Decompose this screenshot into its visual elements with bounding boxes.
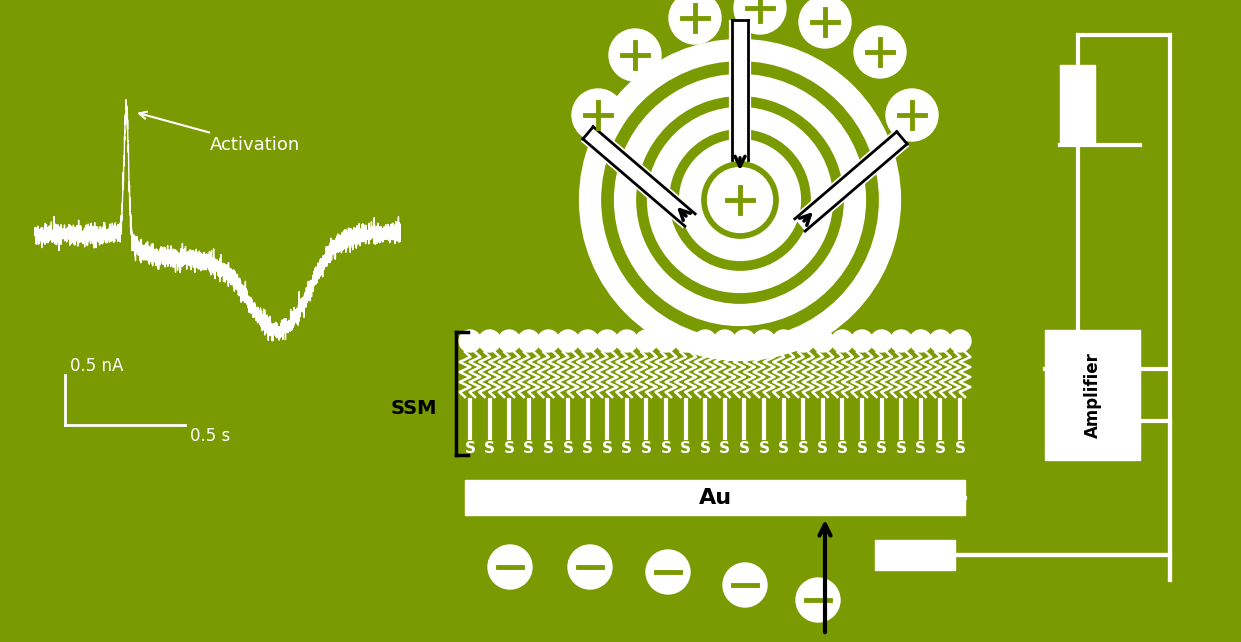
- Text: S: S: [660, 441, 671, 456]
- Circle shape: [792, 330, 814, 352]
- Text: S: S: [504, 441, 515, 456]
- Text: S: S: [622, 441, 633, 456]
- Circle shape: [753, 330, 774, 352]
- Text: S: S: [542, 441, 553, 456]
- Text: S: S: [720, 441, 730, 456]
- Circle shape: [568, 545, 612, 589]
- Text: 0.5 s: 0.5 s: [190, 427, 231, 445]
- Circle shape: [854, 26, 906, 78]
- Text: S: S: [836, 441, 848, 456]
- Circle shape: [557, 330, 580, 352]
- Circle shape: [733, 0, 786, 34]
- Circle shape: [831, 330, 854, 352]
- Text: Activation: Activation: [139, 112, 300, 154]
- Circle shape: [799, 0, 851, 48]
- Text: S: S: [700, 441, 711, 456]
- Bar: [465, 480, 965, 515]
- Text: S: S: [602, 441, 613, 456]
- Circle shape: [812, 330, 834, 352]
- Circle shape: [459, 330, 482, 352]
- Circle shape: [890, 330, 912, 352]
- Text: 0.5 nA: 0.5 nA: [69, 357, 123, 375]
- Text: S: S: [896, 441, 907, 456]
- Circle shape: [517, 330, 540, 352]
- Text: S: S: [640, 441, 652, 456]
- Text: S: S: [876, 441, 887, 456]
- Circle shape: [694, 330, 716, 352]
- Text: S: S: [680, 441, 691, 456]
- Circle shape: [572, 89, 624, 141]
- Text: S: S: [916, 441, 926, 456]
- Circle shape: [724, 563, 767, 607]
- Circle shape: [949, 330, 970, 352]
- Circle shape: [910, 330, 932, 352]
- Bar: [1060, 65, 1095, 145]
- Text: S: S: [758, 441, 769, 456]
- Text: S: S: [738, 441, 750, 456]
- Text: S: S: [818, 441, 828, 456]
- Text: S: S: [778, 441, 789, 456]
- Circle shape: [655, 330, 678, 352]
- Text: S: S: [934, 441, 946, 456]
- Text: S: S: [484, 441, 495, 456]
- Text: Au: Au: [699, 487, 731, 507]
- Text: S: S: [856, 441, 867, 456]
- Circle shape: [616, 330, 638, 352]
- Circle shape: [488, 545, 532, 589]
- Circle shape: [669, 0, 721, 44]
- Text: S: S: [562, 441, 573, 456]
- Circle shape: [773, 330, 794, 352]
- Circle shape: [851, 330, 872, 352]
- Circle shape: [498, 330, 520, 352]
- Text: S: S: [524, 441, 535, 456]
- Circle shape: [930, 330, 952, 352]
- Text: S: S: [464, 441, 475, 456]
- Circle shape: [635, 330, 658, 352]
- Circle shape: [647, 550, 690, 594]
- Text: Amplifier: Amplifier: [1083, 352, 1102, 438]
- Text: SSM: SSM: [391, 399, 437, 417]
- Circle shape: [577, 330, 598, 352]
- Circle shape: [609, 29, 661, 81]
- Circle shape: [675, 330, 696, 352]
- Circle shape: [714, 174, 766, 226]
- Text: S: S: [954, 441, 965, 456]
- Bar: [875, 540, 956, 570]
- Text: S: S: [582, 441, 593, 456]
- Circle shape: [886, 89, 938, 141]
- Circle shape: [733, 330, 756, 352]
- Circle shape: [479, 330, 500, 352]
- Bar: [1045, 330, 1140, 460]
- Circle shape: [596, 330, 618, 352]
- Circle shape: [871, 330, 892, 352]
- Circle shape: [714, 330, 736, 352]
- Circle shape: [537, 330, 560, 352]
- Text: S: S: [798, 441, 809, 456]
- Circle shape: [795, 578, 840, 622]
